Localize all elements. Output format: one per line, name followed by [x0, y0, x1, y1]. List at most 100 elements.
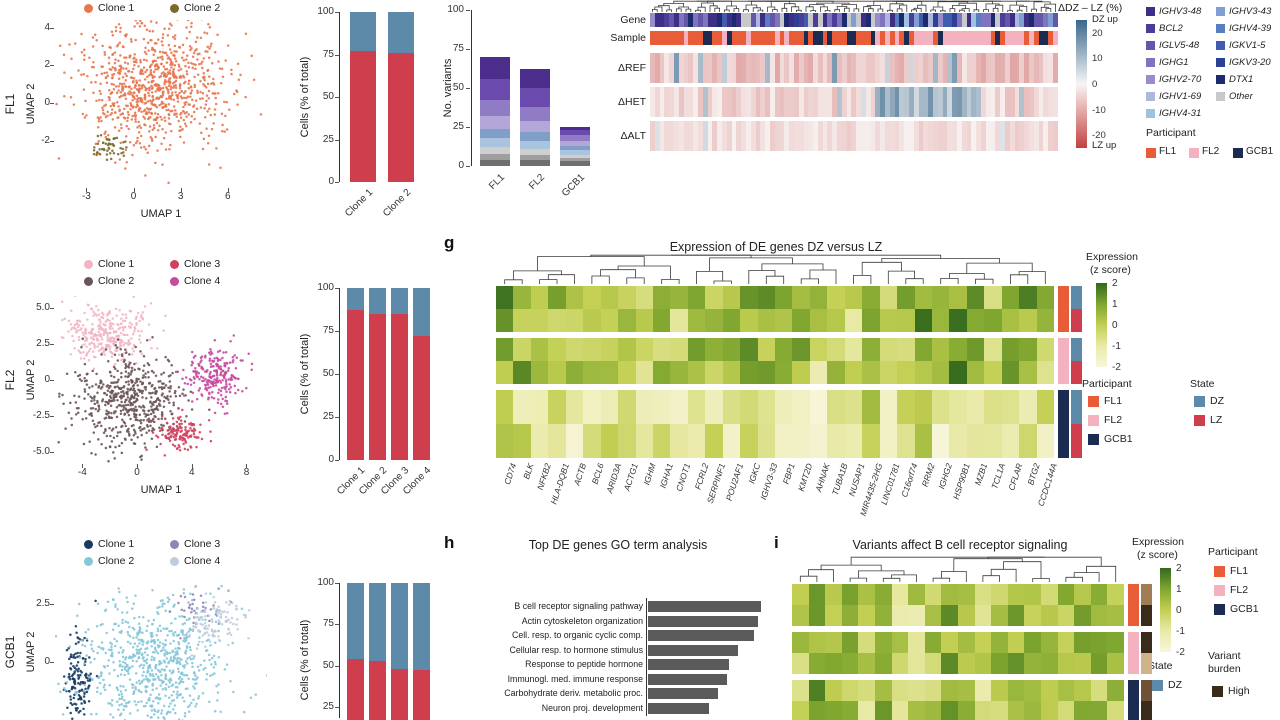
cell	[687, 309, 706, 332]
cell	[673, 53, 679, 83]
cells-bar-y-tick-label: 25	[322, 700, 334, 712]
cell	[1040, 584, 1058, 605]
cell	[809, 309, 828, 332]
cell	[1048, 31, 1053, 45]
cell	[1038, 13, 1044, 27]
cell	[908, 584, 925, 605]
cell	[865, 87, 871, 117]
cell	[880, 53, 886, 83]
cell	[1048, 53, 1053, 83]
delta-gene-legend-label: BCL2	[1159, 23, 1183, 34]
cell	[1040, 632, 1058, 653]
cells-bar-axis	[339, 583, 340, 718]
stacked-bar-lz-segment	[388, 52, 414, 182]
cell	[908, 605, 925, 626]
x-tick-label: -4	[77, 467, 87, 478]
cell	[913, 121, 919, 151]
cell	[803, 53, 809, 83]
cell	[809, 361, 828, 384]
cell	[952, 53, 957, 83]
cell	[813, 53, 818, 83]
cell	[894, 121, 900, 151]
g-state-label: DZ	[1210, 395, 1224, 407]
cell	[976, 53, 981, 83]
delta-row-label-alt: ΔALT	[620, 130, 647, 142]
i-participant-legend-title: Participant	[1208, 546, 1258, 558]
cell	[717, 13, 722, 27]
cell	[745, 121, 751, 151]
cell	[1107, 680, 1124, 701]
cell	[548, 338, 566, 361]
cell	[995, 87, 1001, 117]
cell	[755, 121, 761, 151]
variants-bar-segment	[520, 141, 550, 149]
cell	[897, 361, 915, 384]
cell	[837, 53, 842, 83]
cells-bar-y-tick	[335, 182, 339, 183]
delta-gene-legend-label: IGKV1-5	[1229, 40, 1266, 51]
cell	[664, 87, 670, 117]
cell	[862, 286, 880, 309]
cells-bar-y-tick-label: 0	[328, 454, 334, 465]
cell	[891, 605, 909, 626]
g-gene-label: KMT2D	[796, 462, 815, 493]
cell	[914, 390, 932, 424]
go-term-label: Neuron proj. development	[541, 702, 643, 713]
cell	[966, 13, 972, 27]
cell	[1000, 121, 1005, 151]
x-tick-mark	[191, 464, 193, 468]
x-tick-label: 3	[177, 191, 184, 202]
cell	[942, 53, 948, 83]
cell	[654, 13, 660, 27]
cell	[513, 286, 531, 309]
cell	[961, 87, 967, 117]
cell	[792, 632, 809, 653]
cell	[731, 31, 737, 45]
cell	[1090, 653, 1108, 674]
cell	[654, 121, 660, 151]
cell	[1000, 87, 1005, 117]
cells-bar-y-tick	[335, 460, 339, 461]
cell	[880, 13, 886, 27]
cell	[899, 13, 905, 27]
cell	[1024, 584, 1041, 605]
cell	[923, 53, 929, 83]
cell	[808, 632, 826, 653]
cell	[726, 31, 732, 45]
cell	[862, 424, 880, 458]
cell	[933, 121, 938, 151]
cell	[966, 309, 985, 332]
g-heatmap-row	[496, 390, 1054, 424]
cell	[875, 13, 881, 27]
cell	[931, 309, 950, 332]
cell	[931, 338, 950, 361]
cell	[707, 87, 713, 117]
cell	[851, 13, 857, 27]
cell	[740, 338, 758, 361]
cell	[513, 309, 531, 332]
cell	[1001, 286, 1020, 309]
delta-participant-swatch	[1189, 148, 1199, 158]
cell	[937, 53, 943, 83]
cells-bar-y-tick	[335, 288, 339, 289]
cells-bar-y-tick	[335, 624, 339, 626]
cell	[702, 13, 708, 27]
cell	[942, 121, 948, 151]
cell	[583, 338, 601, 361]
cell	[1043, 53, 1049, 83]
cell	[904, 13, 910, 27]
cell	[618, 390, 636, 424]
cell	[775, 424, 793, 458]
delta-gene-legend-swatch	[1146, 24, 1155, 33]
cell	[885, 31, 890, 45]
legend-label: Clone 1	[98, 2, 135, 14]
cell	[899, 31, 905, 45]
cell	[861, 13, 866, 27]
cell	[789, 53, 794, 83]
cell	[1057, 680, 1075, 701]
cell	[775, 390, 793, 424]
cell	[755, 31, 761, 45]
cell	[827, 286, 845, 309]
cells-bar-y-tick-label: 75	[322, 325, 334, 336]
g-colorbar-tick-label: 0	[1112, 320, 1118, 331]
